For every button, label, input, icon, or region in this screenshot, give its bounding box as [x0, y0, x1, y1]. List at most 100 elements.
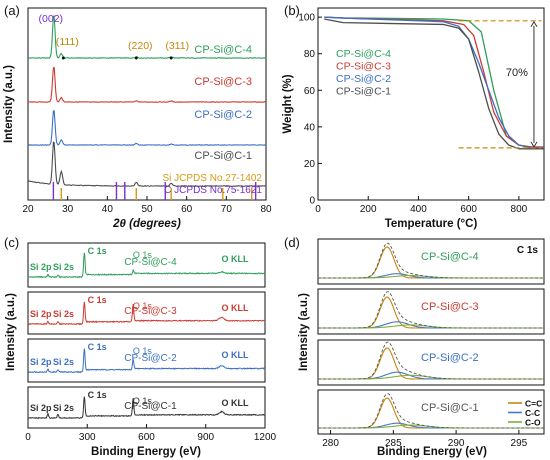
tga-line-cp-si-c-2 [324, 16, 544, 149]
xrd-line-cp-si-c-4 [27, 15, 267, 59]
xps-survey-peak-label: O 1s [133, 396, 153, 406]
xps-survey-peak-label: C 1s [88, 390, 107, 400]
xps-survey-line [27, 252, 266, 279]
xps-c1s-x-tick-label-285: 285 [385, 438, 402, 449]
xrd-x-axis-title: 2θ (degrees) [112, 218, 181, 230]
xps-survey-line [27, 396, 266, 420]
xps-survey-panel: Intensity (a.u.) Binding Energy (eV) Si … [5, 242, 277, 458]
tga-frame [317, 7, 545, 201]
xps-c1s-title-label: C 1s [517, 245, 539, 256]
xrd-peak-marker [169, 56, 173, 60]
xrd-peak-marker [134, 56, 138, 60]
xps-c1s-legend-label: C-C [525, 408, 540, 418]
tga-plot-area: 0 200 400 600 800020406080100CP-Si@C-4CP-Si@… [298, 13, 544, 215]
xrd-x-tick-label-30: 30 [62, 204, 74, 215]
tga-x-tick-label-800: 800 [511, 204, 528, 215]
tga-line-cp-si-c-1 [324, 18, 544, 150]
tga-legend-label: CP-Si@C-4 [336, 48, 391, 60]
xrd-panel: Intensity (a.u.) 2θ (degrees) 20 30 40 50 60… [3, 7, 272, 230]
xps-survey-subplot-frame [27, 242, 266, 288]
xrd-x-tick-label-50: 50 [141, 204, 153, 215]
tga-x-tick-label-200: 200 [360, 204, 377, 215]
xrd-series-label: CP-Si@C-4 [194, 44, 252, 56]
xps-c1s-x-tick-label-290: 290 [448, 438, 465, 449]
xrd-plot-area: 20 30 40 50 60 70 80 CP-Si@C-4 CP-Si@C-3 CP-Si@C-… [22, 13, 272, 215]
xps-c1s-x-tick-label-295: 295 [511, 438, 528, 449]
xps-survey-line [27, 348, 266, 374]
xrd-line-cp-si-c-1 [27, 141, 267, 187]
xps-survey-subplot-cp-si-c-2: Si 2p Si 2s C 1s O 1s O KLL CP-Si@C-2 [27, 338, 266, 383]
xps-c1s-sample-label: CP-Si@C-3 [421, 301, 479, 313]
xps-c1s-legend-label: C=C [525, 399, 542, 409]
xps-survey-peak-label: C 1s [88, 342, 107, 352]
tga-y-tick-label-20: 20 [304, 159, 316, 170]
xps-c1s-subplot-cp-si-c-1: CP-Si@C-1 [317, 389, 545, 435]
xrd-peak-annotation: (002) [39, 13, 64, 25]
tga-x-tick-label-400: 400 [410, 204, 427, 215]
xps-survey-line [27, 301, 266, 326]
xrd-line-cp-si-c-3 [27, 66, 267, 103]
xps-c1s-plot-area: CP-Si@C-4 CP-Si@C-3 CP-Si@C-2 CP-Si@C-1 C 1s… [317, 238, 545, 449]
xps-c1s-component-c-c [318, 371, 544, 380]
xps-survey-peak-label: O KLL [222, 303, 249, 313]
tga-panel: Weight (%) Temperature (°C) 0 200 400 600 80… [282, 7, 545, 230]
xps-survey-peak-label: O 1s [133, 250, 153, 260]
xps-c1s-subplot-frame [317, 238, 545, 285]
xps-survey-peak-label: O KLL [222, 350, 249, 360]
xps-c1s-panel: Intensity (a.u.) Binding Energy (eV) CP-… [298, 238, 545, 458]
tga-y-axis-title: Weight (%) [282, 74, 294, 133]
xps-c1s-subplot-cp-si-c-3: CP-Si@C-3 [317, 288, 545, 335]
xps-c1s-subplot-cp-si-c-4: CP-Si@C-4 [317, 238, 545, 285]
xps-survey-y-axis-title: Intensity (a.u.) [5, 293, 17, 371]
xrd-reference-label: Si JCPDS No.27-1402 [163, 173, 263, 184]
xps-survey-peak-label: Si 2s [53, 357, 74, 367]
xps-c1s-subplot-frame [317, 339, 545, 386]
xps-survey-subplot-cp-si-c-4: Si 2p Si 2s C 1s O 1s O KLL CP-Si@C-4 [27, 242, 266, 288]
xps-c1s-sample-label: CP-Si@C-4 [421, 251, 479, 263]
xps-survey-peak-label: Si 2s [53, 309, 74, 319]
tga-x-tick-label-0: 0 [315, 204, 321, 215]
panel-label-d: (d) [284, 235, 300, 250]
panel-label-b: (b) [284, 3, 300, 18]
tga-x-tick-label-600: 600 [460, 204, 477, 215]
tga-y-tick-label-80: 80 [304, 49, 316, 60]
xrd-reference-label: C JCPDS No.75-1621 [164, 185, 262, 196]
tga-y-tick-label-40: 40 [304, 122, 316, 133]
xps-survey-peak-label: Si 2p [30, 357, 52, 367]
xps-survey-peak-label: O KLL [222, 398, 249, 408]
xrd-x-tick-label-60: 60 [181, 204, 193, 215]
xrd-peak-annotation: (311) [165, 40, 189, 52]
xrd-line-cp-si-c-2 [27, 110, 267, 146]
xps-c1s-subplot-frame [317, 288, 545, 335]
xps-c1s-envelope [318, 393, 544, 429]
xps-c1s-legend-label: C-O [525, 418, 541, 428]
xps-survey-x-tick-label-600: 600 [138, 432, 155, 443]
xps-survey-peak-label: Si 2p [30, 262, 52, 272]
xps-c1s-y-axis-title: Intensity (a.u.) [298, 293, 310, 371]
tga-arrow-head-bottom [530, 141, 538, 148]
xrd-peak-annotation: (220) [128, 40, 153, 52]
xps-survey-sample-label: CP-Si@C-1 [124, 401, 177, 412]
xps-survey-subplot-frame [27, 338, 266, 383]
xps-survey-subplot-cp-si-c-1: Si 2p Si 2s C 1s O 1s O KLL CP-Si@C-1 [27, 386, 266, 429]
xps-c1s-x-axis-title: Binding Energy (eV) [377, 446, 487, 458]
xps-survey-peak-label: O KLL [222, 254, 249, 264]
xps-survey-x-tick-label-900: 900 [197, 432, 214, 443]
tga-legend-label: CP-Si@C-1 [336, 86, 391, 98]
xrd-x-tick-label-80: 80 [260, 204, 272, 215]
xrd-x-tick-label-70: 70 [221, 204, 233, 215]
xps-survey-x-tick-label-300: 300 [79, 432, 96, 443]
xrd-series-label: CP-Si@C-3 [194, 76, 252, 88]
xps-survey-x-axis-title: Binding Energy (eV) [91, 446, 201, 458]
xps-c1s-subplot-frame [317, 389, 545, 435]
xrd-series-label: CP-Si@C-2 [194, 109, 252, 121]
xrd-x-tick-label-20: 20 [22, 204, 34, 215]
panel-label-c: (c) [4, 235, 19, 250]
tga-y-tick-label-100: 100 [298, 13, 315, 24]
xps-c1s-subplot-cp-si-c-2: CP-Si@C-2 [317, 339, 545, 386]
xps-c1s-component-c-c [318, 422, 544, 429]
xps-survey-x-tick-label-0: 0 [25, 432, 31, 443]
tga-legend-label: CP-Si@C-2 [336, 73, 391, 85]
